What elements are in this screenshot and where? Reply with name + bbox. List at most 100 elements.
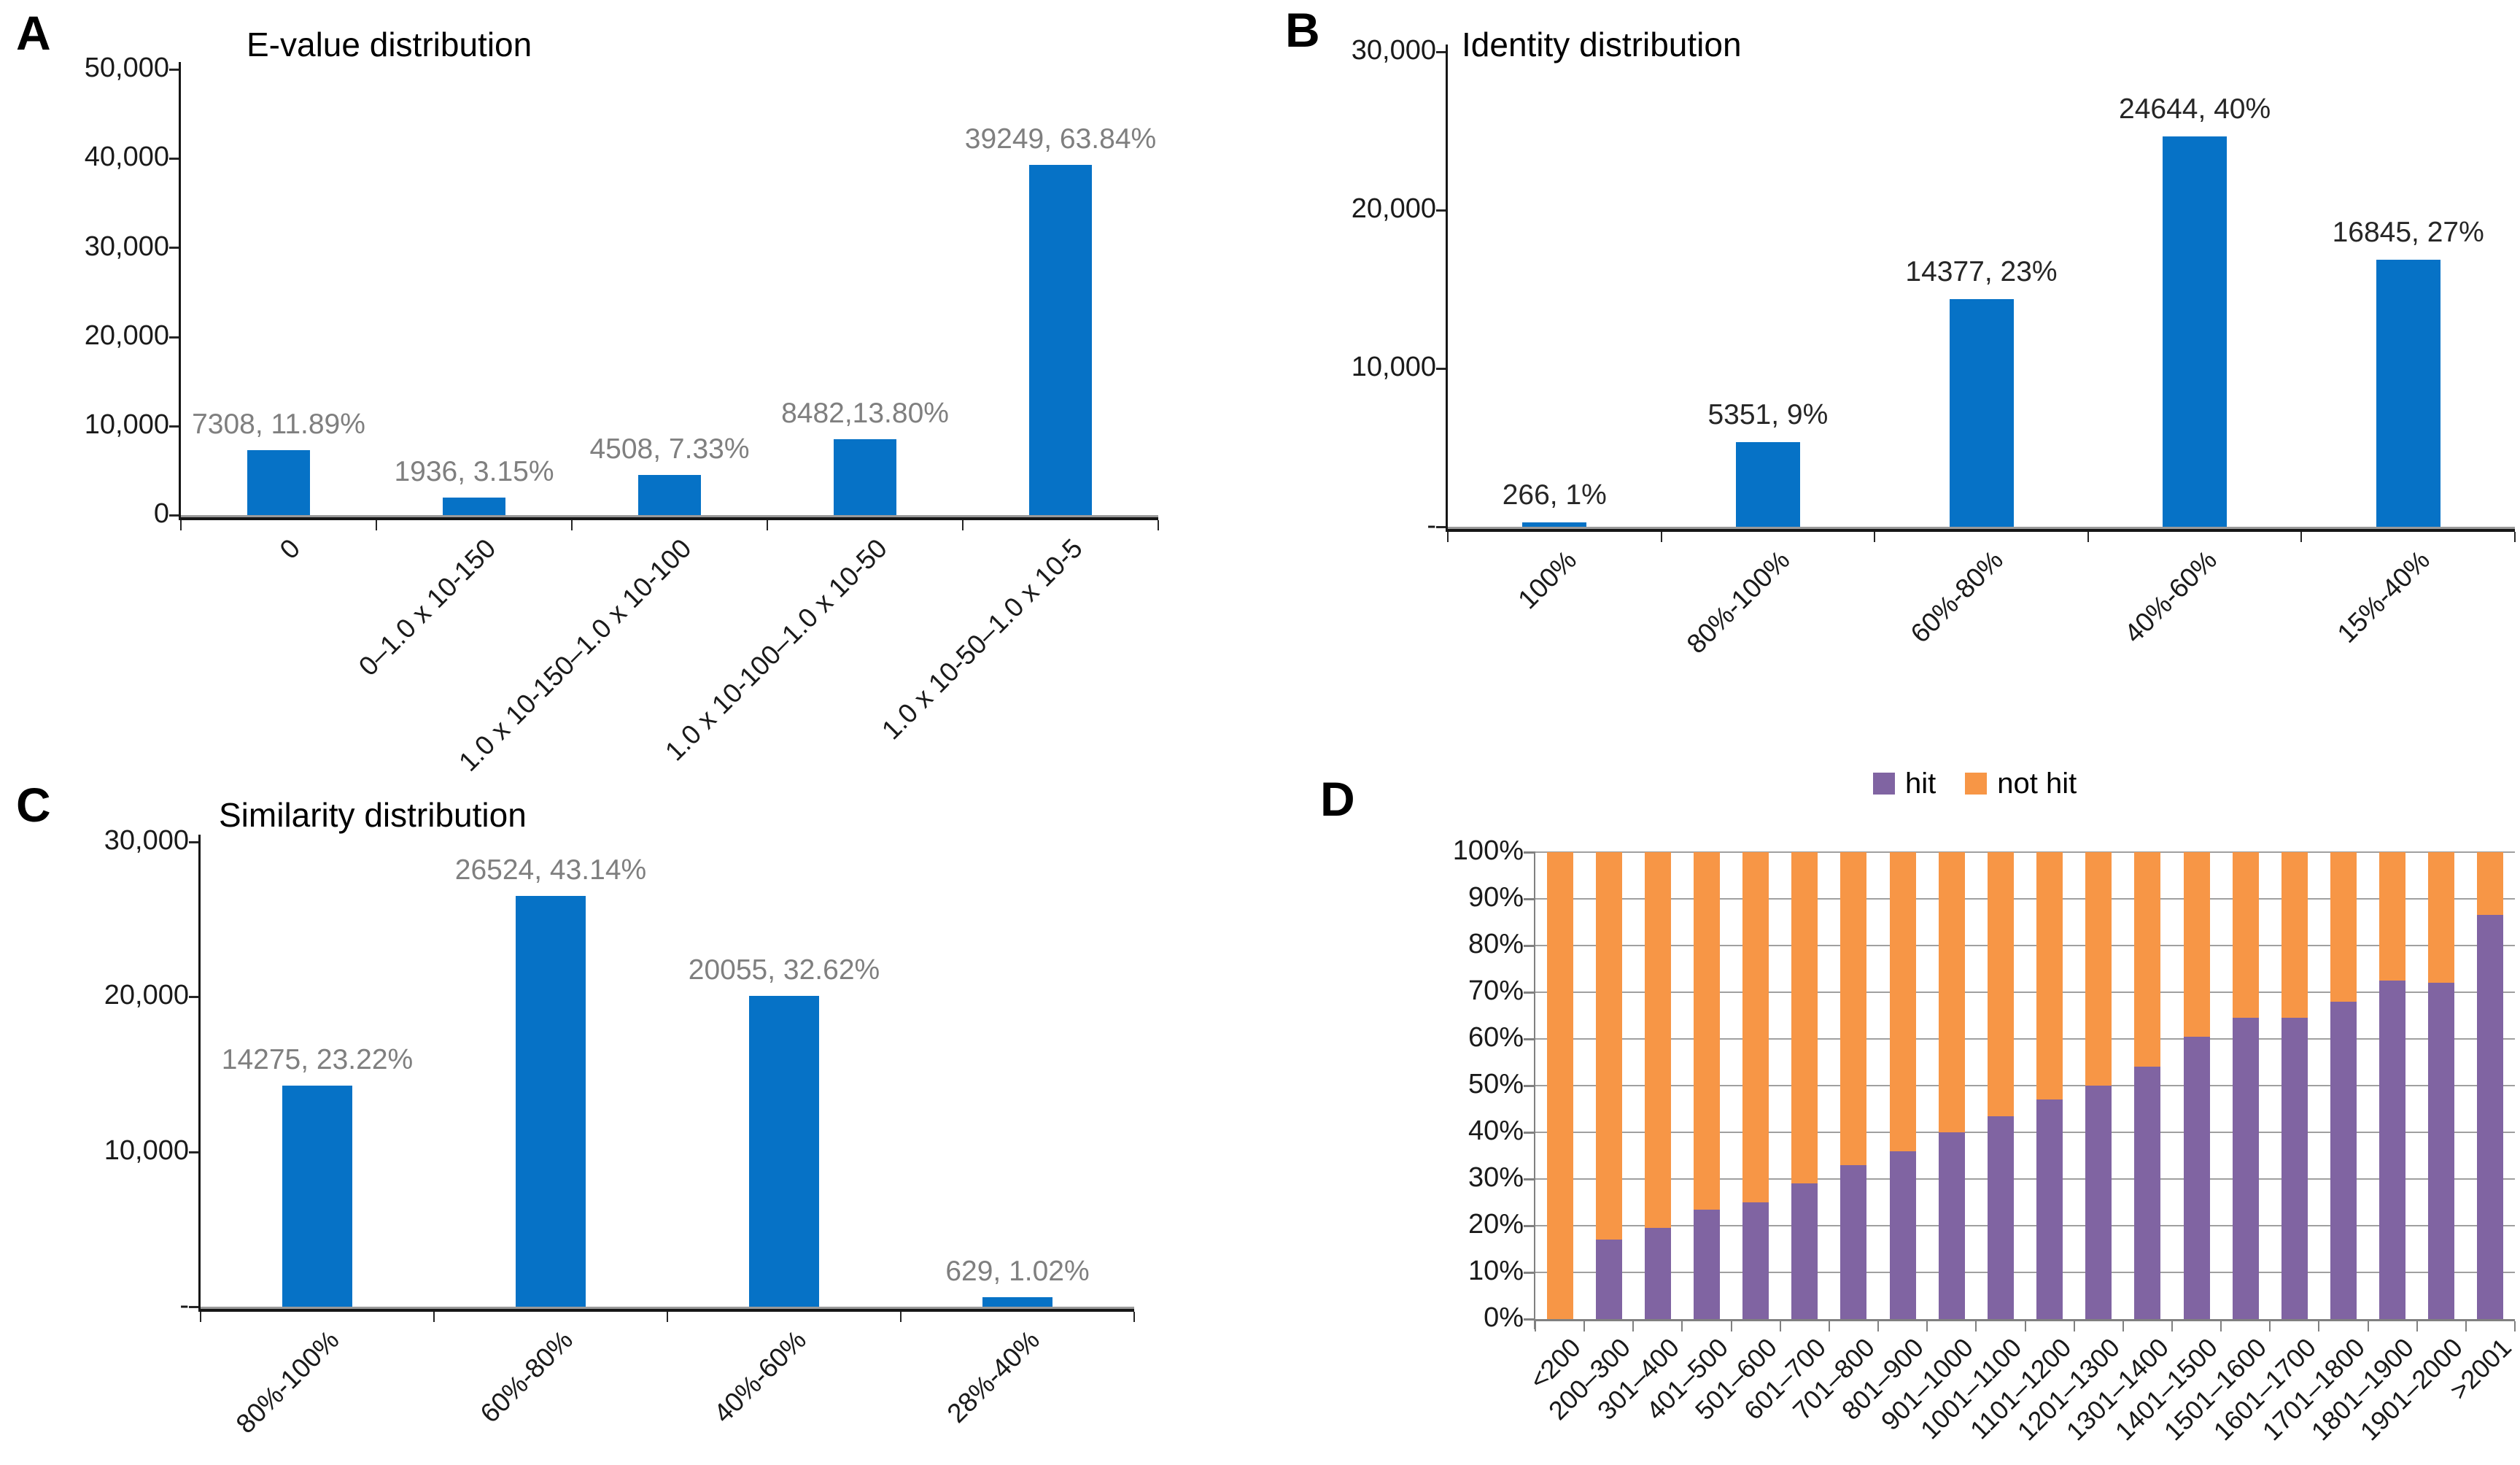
x-axis-tick <box>2122 1321 2124 1331</box>
bar-not-hit-401–500 <box>1694 852 1721 1210</box>
x-axis-tick <box>1730 1321 1732 1331</box>
bar-hit-1501–1600 <box>2232 1018 2259 1319</box>
bar-not-hit-1201–1300 <box>2085 852 2112 1086</box>
bar-not-hit-601–700 <box>1791 852 1818 1184</box>
x-axis-tick <box>376 520 377 530</box>
bar-hit-301–400 <box>1644 1228 1671 1319</box>
x-axis-tick-label: 60%-80% <box>474 1324 578 1429</box>
bar-1.0 x 10-50–1.0 x 10-5 <box>1029 165 1092 515</box>
y-axis-tick <box>1524 1272 1535 1274</box>
bar-hit->2001 <box>2477 915 2504 1319</box>
y-axis-tick <box>1436 51 1448 53</box>
x-axis-tick-label: 1.0 x 10-100–1.0 x 10-50 <box>659 533 893 767</box>
panel-c-letter: C <box>16 778 51 832</box>
bar-value-label: 8482,13.80% <box>781 398 949 430</box>
bar-value-label: 39249, 63.84% <box>964 123 1157 155</box>
y-axis-tick-label: 30,000 <box>104 825 189 857</box>
gridline <box>1535 992 2515 993</box>
x-axis-tick-label: 60%-80% <box>1904 544 2009 649</box>
bar-not-hit-1601–1700 <box>2281 852 2308 1018</box>
legend-label-not-hit: not hit <box>1997 768 2077 800</box>
bar-60%-80% <box>516 895 586 1307</box>
bar-0–1.0 x 10-150 <box>443 498 505 515</box>
x-axis-tick-label: 80%-100% <box>230 1324 345 1439</box>
x-axis-tick-label: 15%-40% <box>2331 544 2436 649</box>
bar-value-label: 5351, 9% <box>1707 398 1829 430</box>
x-axis-tick <box>1828 1321 1830 1331</box>
x-axis-tick <box>180 520 182 530</box>
x-axis-tick <box>571 520 573 530</box>
x-axis-tick <box>667 1312 668 1322</box>
y-axis-tick-label: 10,000 <box>1351 352 1436 383</box>
bar-60%-80% <box>1949 299 2014 527</box>
bar-not-hit-801–900 <box>1889 852 1916 1151</box>
x-axis-tick <box>767 520 768 530</box>
y-axis-tick-label: 30,000 <box>84 231 169 262</box>
x-axis-tick-label: 40%-60% <box>707 1324 812 1429</box>
bar-value-label: 4508, 7.33% <box>589 433 750 465</box>
x-axis-tick <box>1158 520 1159 530</box>
bar-value-label: 26524, 43.14% <box>454 854 647 886</box>
x-axis-tick-label: 0–1.0 x 10-150 <box>353 533 502 682</box>
y-axis-tick-label: 30% <box>1468 1162 1524 1194</box>
y-axis-tick <box>1524 1225 1535 1227</box>
x-axis-tick-label: 28%-40% <box>941 1324 1045 1429</box>
panel-d-letter: D <box>1320 772 1355 826</box>
x-axis-tick <box>962 520 964 530</box>
y-axis-tick <box>189 1306 201 1308</box>
bar-hit-601–700 <box>1791 1183 1818 1319</box>
bar-value-label: 14377, 23% <box>1905 256 2058 288</box>
bar-1.0 x 10-100–1.0 x 10-50 <box>834 439 896 515</box>
bar-0 <box>247 449 310 515</box>
y-axis-tick-label: 50,000 <box>84 53 169 84</box>
bar-not-hit-701–800 <box>1840 852 1867 1165</box>
bar-value-label: 266, 1% <box>1502 479 1607 511</box>
x-axis-tick <box>1975 1321 1977 1331</box>
y-axis-tick-label: 60% <box>1468 1022 1524 1054</box>
y-axis-tick-label: 40% <box>1468 1116 1524 1147</box>
x-axis-tick <box>2465 1321 2467 1331</box>
bar-value-label: 16845, 27% <box>2332 217 2484 249</box>
y-axis-tick <box>1524 945 1535 947</box>
legend-swatch-not-hit <box>1965 773 1988 795</box>
bar-value-label: 20055, 32.62% <box>688 954 880 986</box>
bar-not-hit-1301–1400 <box>2134 852 2161 1067</box>
bar-not-hit-1901–2000 <box>2428 852 2455 983</box>
x-axis-tick <box>1779 1321 1781 1331</box>
y-axis-tick-label: 50% <box>1468 1069 1524 1100</box>
x-axis-line <box>1534 1319 2515 1321</box>
y-axis-tick-label: - <box>1427 510 1436 541</box>
gridline <box>1535 851 2515 853</box>
y-axis-tick-label: 20,000 <box>84 320 169 351</box>
y-axis-tick <box>189 1151 201 1153</box>
x-axis-tick <box>1583 1321 1586 1331</box>
bar-hit-501–600 <box>1742 1202 1769 1319</box>
gridline <box>1535 1225 2515 1226</box>
bar-hit-1401–1500 <box>2183 1036 2210 1319</box>
y-axis-tick-label: 70% <box>1468 975 1524 1007</box>
bar-28%-40% <box>982 1296 1052 1307</box>
x-axis-tick-label: 40%-60% <box>2118 544 2222 649</box>
bar-1.0 x 10-150–1.0 x 10-100 <box>638 474 701 515</box>
x-axis-tick <box>2171 1321 2173 1331</box>
bar-hit-1601–1700 <box>2281 1018 2308 1319</box>
x-axis-line <box>1446 529 2515 532</box>
x-axis-tick-label: 100% <box>1511 544 1582 615</box>
y-axis-tick <box>1436 526 1448 528</box>
bar-hit-1901–2000 <box>2428 983 2455 1319</box>
bar-not-hit-1501–1600 <box>2232 852 2259 1018</box>
y-axis-tick <box>1524 851 1535 854</box>
bar-100% <box>1522 522 1587 527</box>
y-axis-tick-label: 0 <box>153 498 169 530</box>
bar-not-hit-1001–1100 <box>1987 852 2014 1116</box>
bar-80%-100% <box>1735 441 1800 527</box>
panel-a-letter: A <box>16 6 51 60</box>
x-axis-tick <box>1874 532 1876 542</box>
x-axis-tick <box>2024 1321 2026 1331</box>
y-axis-tick <box>169 247 181 250</box>
x-axis-line <box>179 517 1158 520</box>
y-axis-tick <box>169 158 181 161</box>
x-axis-tick-label: 0 <box>274 533 306 565</box>
y-axis-tick-label: - <box>179 1290 189 1321</box>
x-axis-tick <box>2416 1321 2418 1331</box>
